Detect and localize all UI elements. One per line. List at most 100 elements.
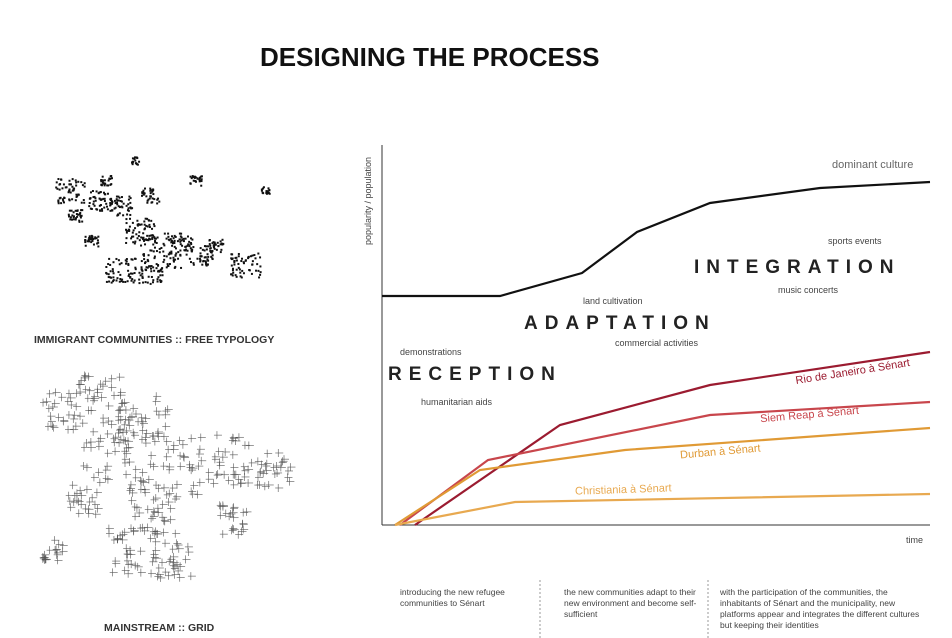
blob-dot	[100, 184, 103, 187]
blob-dot	[93, 195, 96, 198]
blob-dot	[96, 239, 99, 242]
blob-dot	[60, 178, 63, 181]
blob-dot	[180, 239, 183, 242]
blob-dot	[134, 257, 137, 260]
blob-dot	[158, 270, 161, 273]
blob-dot	[127, 198, 130, 201]
blob-dot	[152, 266, 155, 269]
blob-dot	[57, 202, 60, 205]
blob-dot	[106, 184, 109, 187]
blob-dot	[247, 256, 250, 259]
blob-dot	[90, 234, 93, 237]
annotation: humanitarian aids	[421, 397, 493, 407]
blob-dot	[268, 189, 271, 192]
blob-dot	[63, 196, 66, 199]
blob-dot	[267, 187, 270, 190]
blob-dot	[153, 255, 156, 258]
blob-dot	[113, 207, 116, 210]
blob-dot	[108, 280, 111, 283]
blob-dot	[142, 253, 145, 256]
blob-dot	[103, 179, 106, 182]
blob-dot	[233, 260, 236, 263]
blob-dot	[131, 278, 134, 281]
blob-dot	[152, 193, 155, 196]
blob-dot	[78, 219, 81, 222]
annotation: dominant culture	[832, 159, 914, 171]
blob-dot	[170, 239, 173, 242]
blob-dot	[146, 258, 149, 261]
blob-dot	[230, 258, 233, 261]
blob-dot	[151, 197, 154, 200]
blob-dot	[153, 269, 156, 272]
blob-dot	[125, 258, 128, 261]
blob-dot	[130, 237, 133, 240]
blob-dot	[100, 180, 103, 183]
blob-dot	[198, 176, 201, 179]
blob-dot	[105, 271, 108, 274]
blob-dot	[259, 271, 262, 274]
blob-dot	[112, 276, 115, 279]
blob-dot	[107, 273, 110, 276]
blob-dot	[158, 251, 161, 254]
blob-dot	[144, 227, 147, 230]
blob-dot	[192, 262, 195, 265]
blob-dot	[150, 270, 153, 273]
blob-dot	[63, 201, 66, 204]
blob-dot	[159, 269, 162, 272]
blob-dot	[149, 188, 152, 191]
blob-dot	[97, 235, 100, 238]
blob-dot	[169, 257, 172, 260]
blob-dot	[151, 190, 154, 193]
blob-dot	[136, 219, 139, 222]
blob-dot	[72, 211, 75, 214]
blob-dot	[103, 197, 106, 200]
blob-dot	[147, 260, 150, 263]
blob-dot	[219, 243, 222, 246]
blob-dot	[127, 269, 130, 272]
blob-dot	[116, 214, 119, 217]
blob-dot	[178, 232, 181, 235]
blob-dot	[116, 203, 119, 206]
blob-dot	[148, 226, 151, 229]
blob-dot	[134, 268, 137, 271]
blob-dot	[260, 188, 263, 191]
blob-dot	[117, 195, 120, 198]
blob-dot	[143, 239, 146, 242]
blob-dot	[101, 175, 104, 178]
blob-dot	[157, 197, 160, 200]
blob-dot	[152, 188, 155, 191]
blob-dot	[256, 263, 259, 266]
blob-dot	[144, 281, 147, 284]
blob-dot	[77, 213, 80, 216]
blob-dot	[205, 263, 208, 266]
blob-dot	[199, 247, 202, 250]
blob-dot	[74, 179, 77, 182]
blob-dot	[106, 192, 109, 195]
blob-dot	[142, 189, 145, 192]
blob-dot	[79, 214, 82, 217]
blob-dot	[238, 268, 241, 271]
blob-dot	[147, 275, 150, 278]
blob-dot	[168, 263, 171, 266]
blob-dot	[235, 275, 238, 278]
blob-dot	[151, 234, 154, 237]
blob-dot	[206, 258, 209, 261]
blob-dot	[185, 253, 188, 256]
blob-dot	[258, 276, 261, 279]
blob-dot	[148, 197, 151, 200]
blob-dot	[134, 266, 137, 269]
blob-dot	[75, 193, 78, 196]
blob-dot	[190, 261, 193, 264]
blob-dot	[81, 184, 84, 187]
blob-dot	[92, 200, 95, 203]
blob-dot	[105, 202, 108, 205]
blob-dot	[88, 235, 91, 238]
blob-dot	[151, 189, 154, 192]
blob-dot	[78, 213, 81, 216]
blob-dot	[159, 279, 162, 282]
blob-dot	[173, 239, 176, 242]
blob-dot	[153, 246, 156, 249]
blob-dot	[240, 260, 243, 263]
blob-dot	[171, 244, 174, 247]
